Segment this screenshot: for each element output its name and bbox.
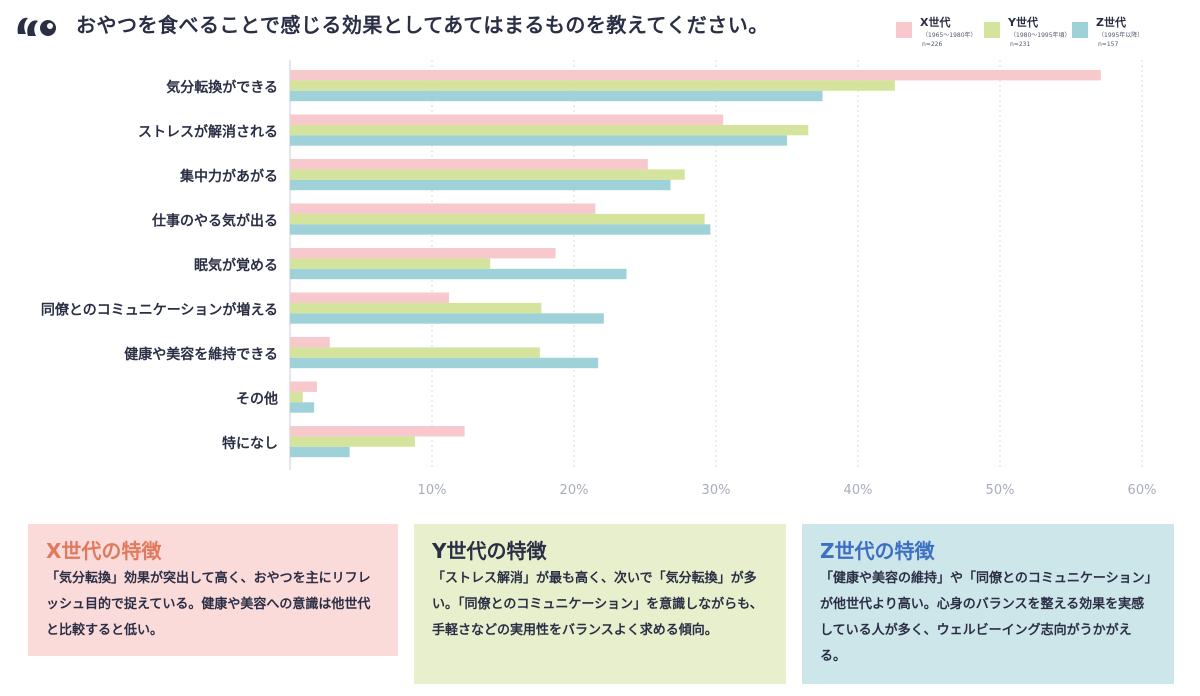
category-label: 健康や美容を維持できる: [124, 346, 278, 363]
x-tick-label: 20%: [560, 483, 589, 498]
bar: [290, 80, 895, 91]
x-tick-label: 30%: [702, 483, 731, 498]
bar: [290, 90, 823, 102]
bar: [290, 70, 1101, 81]
chart-legend: X世代 （1965～1980年） n=226 Y世代 （1980～1995年頃）…: [896, 14, 1196, 54]
bar: [290, 213, 705, 225]
y-generation-summary-box: Y世代の特徴 「ストレス解消」が最も高く、次いで「気分転換」が多い。「同僚とのコ…: [414, 524, 786, 684]
legend-range-z: （1995年以降）: [1098, 32, 1144, 39]
category-label: その他: [236, 391, 278, 408]
bar: [290, 402, 315, 413]
x-tick-label: 40%: [844, 483, 873, 498]
category-label: 仕事のやる気が出る: [151, 213, 278, 230]
bar-chart: 10% 20% 30% 40% 50% 60% 気分転換ができるストレスが解消される集中力が…: [41, 60, 1157, 498]
bar: [290, 426, 465, 437]
bar: [290, 446, 350, 458]
bar: [290, 391, 303, 403]
legend-range-x: （1965～1980年）: [922, 32, 977, 39]
legend-name-x: X世代: [920, 16, 951, 29]
legend-range-y: （1980～1995年頃）: [1010, 32, 1071, 39]
bar: [290, 347, 540, 358]
y-generation-summary-text: 「ストレス解消」が最も高く、次いで「気分転換」が多い。「同僚とのコミュニケーショ…: [432, 571, 763, 638]
bar: [290, 248, 556, 259]
brand-logo-icon: [17, 17, 56, 36]
z-generation-summary-text: 「健康や美容の維持」や「同僚とのコミュニケーション」が他世代より高い。心身のバラ…: [820, 571, 1152, 664]
bar: [290, 436, 415, 447]
category-label: 集中力があがる: [179, 168, 278, 185]
page-title: おやつを食べることで感じる効果としてあてはまるものを教えてください。: [76, 13, 769, 37]
bar: [290, 224, 711, 235]
bar: [290, 124, 809, 136]
legend-name-y: Y世代: [1008, 16, 1038, 29]
bar: [290, 169, 685, 180]
legend-swatch-y: [984, 22, 1000, 38]
x-generation-summary-text: 「気分転換」効果が突出して高く、おやつを主にリフレッシュ目的で捉えている。健康や…: [46, 571, 371, 638]
x-tick-label: 60%: [1128, 483, 1157, 498]
legend-n-z: n=157: [1098, 41, 1119, 48]
bar: [290, 179, 671, 191]
bar: [290, 381, 317, 392]
legend-n-y: n=231: [1010, 41, 1031, 48]
bar: [290, 159, 648, 170]
x-generation-summary-title: X世代の特徴: [46, 539, 162, 563]
bar: [290, 337, 330, 348]
z-generation-summary-title: Z世代の特徴: [820, 539, 935, 563]
category-label: ストレスが解消される: [138, 124, 278, 141]
legend-n-x: n=226: [922, 41, 943, 48]
bar: [290, 114, 724, 125]
bar: [290, 292, 450, 303]
category-label: 特になし: [222, 435, 278, 452]
legend-swatch-z: [1072, 22, 1088, 38]
bar: [290, 302, 542, 314]
bar: [290, 258, 491, 269]
category-label: 気分転換ができる: [166, 79, 278, 96]
bar: [290, 268, 627, 280]
legend-swatch-x: [896, 22, 912, 38]
header: おやつを食べることで感じる効果としてあてはまるものを教えてください。 X世代 （…: [0, 0, 1200, 60]
x-generation-summary-box: X世代の特徴 「気分転換」効果が突出して高く、おやつを主にリフレッシュ目的で捉え…: [28, 524, 398, 656]
bar: [290, 135, 787, 146]
legend-name-z: Z世代: [1096, 16, 1126, 29]
category-label: 眠気が覚める: [194, 257, 278, 274]
category-label: 同僚とのコミュニケーションが増える: [41, 302, 278, 319]
z-generation-summary-box: Z世代の特徴 「健康や美容の維持」や「同僚とのコミュニケーション」が他世代より高…: [802, 524, 1174, 684]
bar: [290, 357, 599, 369]
bar: [290, 313, 604, 324]
x-tick-label: 50%: [986, 483, 1015, 498]
y-generation-summary-title: Y世代の特徴: [432, 539, 547, 563]
x-tick-label: 10%: [418, 483, 447, 498]
bar: [290, 203, 596, 214]
